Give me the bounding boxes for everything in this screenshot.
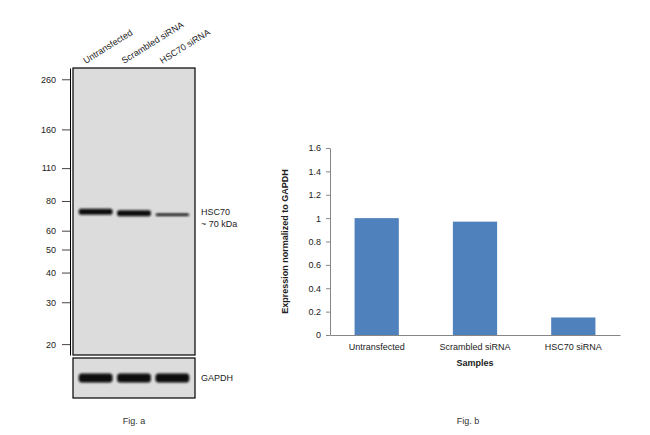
y-tick-label: 1.4 xyxy=(308,167,321,177)
ladder-tick-mark xyxy=(62,231,70,232)
ladder-tick: 40 xyxy=(46,268,70,278)
bar xyxy=(551,317,595,335)
y-tick-mark xyxy=(326,242,330,243)
ladder-tick-mark xyxy=(62,79,70,80)
caption: Fig. b xyxy=(457,416,480,426)
x-tick-label: HSC70 siRNA xyxy=(545,342,602,352)
y-tick: 0 xyxy=(316,330,330,340)
ladder-tick-mark xyxy=(62,129,70,130)
band-annotation: ~ 70 kDa xyxy=(201,219,237,229)
ladder-tick-label: 60 xyxy=(46,226,56,236)
ladder-tick-mark xyxy=(62,250,70,251)
ladder-tick: 60 xyxy=(46,226,70,236)
lane-label: HSC70 siRNA xyxy=(158,27,212,66)
ladder-tick-label: 20 xyxy=(46,340,56,350)
y-tick-label: 0.6 xyxy=(308,260,321,270)
caption: Fig. a xyxy=(123,416,146,426)
ladder-tick: 160 xyxy=(41,125,70,135)
y-tick-label: 0.8 xyxy=(308,237,321,247)
blot-bands xyxy=(79,209,189,216)
y-tick: 1 xyxy=(316,214,330,224)
y-tick-label: 0 xyxy=(316,330,321,340)
y-tick: 0.6 xyxy=(308,260,330,270)
y-tick-label: 1.2 xyxy=(308,190,321,200)
y-tick-mark xyxy=(326,218,330,219)
ladder-tick-label: 110 xyxy=(42,163,56,173)
y-tick-label: 1 xyxy=(316,214,321,224)
gapdh-label: GAPDH xyxy=(201,373,233,383)
y-tick: 0.8 xyxy=(308,237,330,247)
y-tick: 1.4 xyxy=(308,167,330,177)
ladder-tick: 110 xyxy=(42,163,70,173)
x-axis-line xyxy=(331,335,621,336)
ladder-tick-label: 40 xyxy=(46,268,56,278)
y-tick-label: 0.2 xyxy=(308,307,321,317)
x-axis: Untransfected Scrambled siRNA HSC70 siRNA xyxy=(331,335,621,352)
y-tick-mark xyxy=(326,265,330,266)
y-tick-mark xyxy=(326,288,330,289)
gapdh-band xyxy=(155,374,189,383)
gapdh-bands xyxy=(79,374,189,383)
bar xyxy=(355,218,399,335)
y-tick-label: 1.6 xyxy=(308,143,321,153)
y-tick-mark xyxy=(326,335,330,336)
ladder-tick: 50 xyxy=(46,245,70,255)
ladder-tick-label: 80 xyxy=(46,196,56,206)
bar xyxy=(453,222,497,335)
band xyxy=(155,213,189,216)
ladder-axis: 260 160 110 80 60 50 40 30 20 xyxy=(41,69,71,356)
y-tick-label: 0.4 xyxy=(308,284,321,294)
gapdh-band xyxy=(79,374,113,383)
y-tick-mark xyxy=(326,195,330,196)
ladder-tick-label: 160 xyxy=(41,125,56,135)
ladder-tick-mark xyxy=(62,302,70,303)
y-tick: 0.2 xyxy=(308,307,330,317)
ladder-tick-label: 260 xyxy=(41,75,56,85)
ladder-tick-label: 50 xyxy=(46,245,56,255)
x-tick: Scrambled siRNA xyxy=(439,335,510,352)
ladder-tick: 80 xyxy=(46,196,70,206)
x-tick-label: Untransfected xyxy=(349,342,405,352)
x-axis-title: Samples xyxy=(456,358,493,368)
y-tick-mark xyxy=(326,312,330,313)
ladder-tick: 260 xyxy=(41,75,70,85)
y-axis: 0 0.2 0.4 0.6 0.8 1 1.2 1.4 1.6 xyxy=(308,143,330,340)
figure: 260 160 110 80 60 50 40 30 20 Untransfected Scramb… xyxy=(0,0,650,435)
band-label: HSC70 xyxy=(201,207,230,217)
band xyxy=(117,210,151,216)
gapdh-frame xyxy=(73,358,195,398)
ladder-tick-mark xyxy=(62,344,70,345)
ladder-tick-mark xyxy=(62,168,70,169)
y-tick: 1.2 xyxy=(308,190,330,200)
ladder-tick-mark xyxy=(62,273,70,274)
y-tick-mark xyxy=(326,171,330,172)
y-axis-title: Expression normalized to GAPDH xyxy=(280,169,290,314)
lane-label: Scrambled siRNA xyxy=(120,20,186,66)
gapdh-band xyxy=(117,374,151,383)
y-tick: 0.4 xyxy=(308,284,330,294)
x-tick: Untransfected xyxy=(349,335,405,352)
ladder-tick-mark xyxy=(62,201,70,202)
ladder-axis-line xyxy=(70,69,71,356)
y-axis-line xyxy=(330,149,331,336)
band xyxy=(79,209,113,215)
x-tick: HSC70 siRNA xyxy=(545,335,602,352)
y-tick: 1.6 xyxy=(308,143,330,153)
ladder-tick: 30 xyxy=(46,298,70,308)
x-tick-label: Scrambled siRNA xyxy=(439,342,510,352)
y-tick-mark xyxy=(326,148,330,149)
ladder-tick: 20 xyxy=(46,340,70,350)
bars xyxy=(355,218,596,335)
ladder-tick-label: 30 xyxy=(46,298,56,308)
blot-frame xyxy=(73,68,195,355)
